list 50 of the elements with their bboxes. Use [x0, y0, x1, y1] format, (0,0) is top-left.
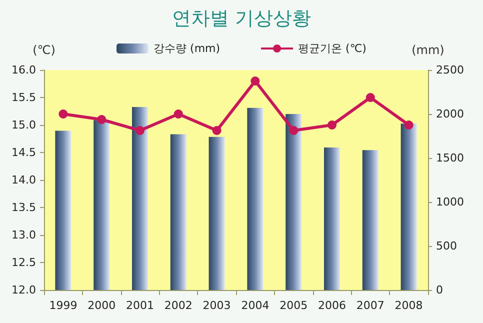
bar: [132, 106, 148, 290]
bar: [208, 136, 225, 290]
bar: [55, 130, 72, 290]
y-tick-label: 12.5: [12, 256, 36, 269]
x-tick-label: 2006: [318, 299, 346, 312]
y-axis-title: (℃): [32, 43, 56, 57]
legend-label: 강수량 (mm): [154, 42, 220, 55]
y-tick-label: 13.0: [12, 228, 36, 242]
bar: [247, 108, 264, 290]
point: [404, 120, 414, 130]
y2-tick-label: 1500: [436, 152, 464, 164]
y2-tick-label: 2500: [436, 64, 464, 76]
y-tick-label: 14.5: [12, 146, 36, 159]
y-tick-label: 15.5: [12, 91, 36, 104]
point: [58, 110, 68, 118]
y-tick-label: 16.0: [12, 64, 36, 76]
bar: [362, 150, 378, 290]
x-tick-label: 2003: [202, 299, 231, 312]
legend-label: 평균기온 (℃): [298, 42, 366, 55]
point: [250, 76, 260, 86]
x-tick-label: 2008: [394, 299, 423, 312]
x-tick-label: 2001: [126, 299, 154, 312]
y-tick-label: 15.0: [12, 118, 36, 132]
x-tick-label: 2004: [241, 299, 270, 312]
y2-axis-title: (mm): [412, 43, 444, 57]
point: [289, 126, 298, 135]
bar: [94, 120, 110, 290]
point: [212, 126, 222, 135]
point: [97, 115, 106, 124]
y2-tick-label: 0: [436, 284, 443, 296]
x-tick-label: 1999: [49, 299, 78, 312]
x-tick-label: 2000: [88, 299, 116, 312]
bar: [324, 147, 340, 290]
point: [366, 93, 375, 102]
y2-tick-label: 1000: [436, 196, 464, 208]
point: [136, 126, 144, 135]
y-tick-label: 12.0: [12, 284, 36, 296]
bar: [170, 134, 186, 290]
y-tick-label: 13.5: [12, 201, 36, 214]
bar: [400, 124, 417, 290]
y2-tick-label: 2000: [436, 108, 464, 120]
point: [174, 110, 183, 118]
y-tick-label: 14.0: [12, 174, 36, 186]
x-tick-label: 2005: [280, 299, 308, 312]
y2-tick-label: 500: [436, 240, 457, 252]
bar: [286, 114, 302, 290]
x-tick-label: 2002: [164, 299, 192, 312]
x-tick-label: 2007: [356, 299, 384, 312]
point: [328, 120, 336, 130]
chart-title: 연차별 기상상황: [172, 8, 312, 30]
